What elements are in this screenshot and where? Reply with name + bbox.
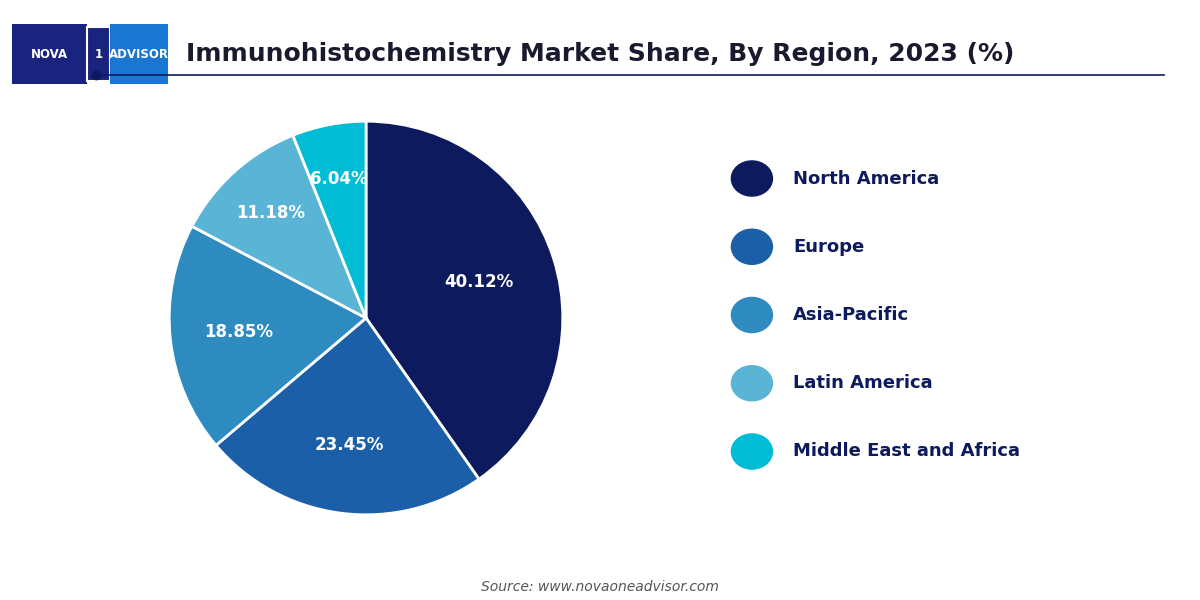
Text: Latin America: Latin America (793, 374, 932, 392)
Text: Immunohistochemistry Market Share, By Region, 2023 (%): Immunohistochemistry Market Share, By Re… (186, 42, 1014, 66)
Text: 40.12%: 40.12% (444, 274, 514, 292)
FancyBboxPatch shape (12, 24, 86, 84)
FancyBboxPatch shape (110, 24, 168, 84)
Text: NOVA: NOVA (31, 47, 68, 61)
Text: 6.04%: 6.04% (311, 170, 368, 188)
Wedge shape (366, 121, 563, 479)
Circle shape (732, 161, 773, 196)
Text: Europe: Europe (793, 238, 864, 256)
Wedge shape (293, 121, 366, 318)
Circle shape (732, 298, 773, 332)
Text: ADVISOR: ADVISOR (109, 47, 169, 61)
Circle shape (732, 434, 773, 469)
Text: Middle East and Africa: Middle East and Africa (793, 443, 1020, 461)
Text: 11.18%: 11.18% (236, 204, 306, 222)
Text: North America: North America (793, 169, 940, 187)
Text: 23.45%: 23.45% (316, 436, 384, 454)
Circle shape (732, 229, 773, 264)
Text: Asia-Pacific: Asia-Pacific (793, 306, 910, 324)
Wedge shape (169, 226, 366, 445)
Text: 1: 1 (95, 47, 103, 61)
Circle shape (732, 365, 773, 401)
Wedge shape (192, 136, 366, 318)
Text: 18.85%: 18.85% (204, 323, 274, 341)
Text: Source: www.novaoneadvisor.com: Source: www.novaoneadvisor.com (481, 580, 719, 594)
Wedge shape (216, 318, 479, 515)
FancyBboxPatch shape (86, 27, 110, 81)
